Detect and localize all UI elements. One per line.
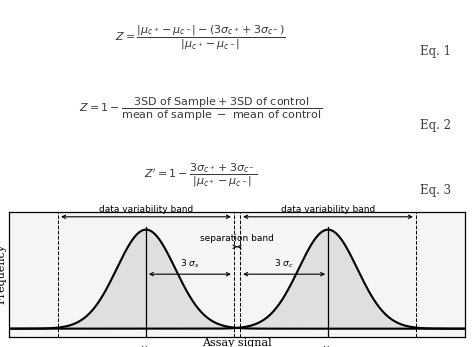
Text: separation band: separation band xyxy=(200,234,274,243)
Text: $3\ \sigma_c$: $3\ \sigma_c$ xyxy=(274,258,294,270)
Text: $3\ \sigma_s$: $3\ \sigma_s$ xyxy=(180,258,200,270)
Text: $Z' = 1 - \dfrac{3\sigma_{c^+} + 3\sigma_{c^-}}{|\mu_{c^+} - \mu_{c^-}|}$: $Z' = 1 - \dfrac{3\sigma_{c^+} + 3\sigma… xyxy=(144,161,257,188)
Text: $\mu_s$: $\mu_s$ xyxy=(140,344,152,347)
Text: Eq. 2: Eq. 2 xyxy=(420,119,451,132)
Text: Eq. 1: Eq. 1 xyxy=(420,45,451,58)
Text: data variability band: data variability band xyxy=(99,205,193,214)
Text: Eq. 3: Eq. 3 xyxy=(420,185,451,197)
Text: data variability band: data variability band xyxy=(281,205,375,214)
Text: $Z = \dfrac{|\mu_{c^+} - \mu_{c^-}| - (3\sigma_{c^+} + 3\sigma_{c^-})}{|\mu_{c^+: $Z = \dfrac{|\mu_{c^+} - \mu_{c^-}| - (3… xyxy=(115,24,286,52)
Text: $Z = 1 - \dfrac{3\mathrm{SD\ of\ Sample} + 3\mathrm{SD\ of\ control}}{\mathrm{me: $Z = 1 - \dfrac{3\mathrm{SD\ of\ Sample}… xyxy=(79,95,322,123)
Text: $\mu_c$: $\mu_c$ xyxy=(322,344,334,347)
Y-axis label: Frequency: Frequency xyxy=(0,244,7,304)
X-axis label: Assay signal: Assay signal xyxy=(202,338,272,347)
